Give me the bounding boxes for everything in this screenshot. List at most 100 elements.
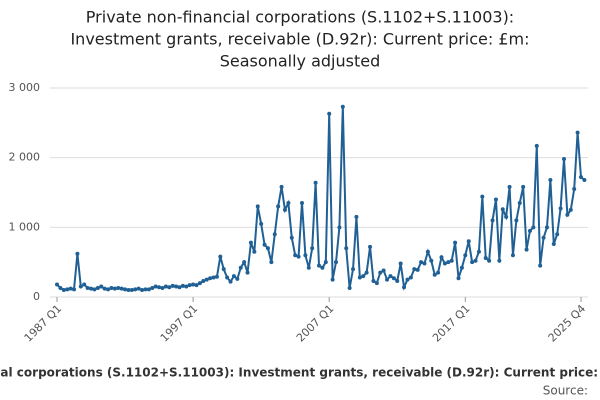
- point: [180, 283, 185, 288]
- point: [116, 285, 121, 290]
- point: [480, 194, 485, 199]
- point: [449, 258, 454, 263]
- point: [514, 218, 519, 223]
- point: [92, 287, 97, 292]
- x-tick-label: 2025 Q4: [546, 302, 589, 345]
- point: [493, 197, 498, 202]
- point: [374, 281, 379, 286]
- point: [89, 286, 94, 291]
- point: [446, 260, 451, 265]
- point: [337, 225, 342, 230]
- point: [572, 187, 577, 192]
- point: [65, 287, 70, 292]
- point: [391, 276, 396, 281]
- point: [106, 287, 111, 292]
- point: [395, 278, 400, 283]
- point: [351, 267, 356, 272]
- point: [381, 268, 386, 273]
- point: [510, 253, 515, 258]
- point: [442, 261, 447, 266]
- point: [317, 263, 321, 268]
- point: [517, 200, 522, 205]
- point: [561, 157, 566, 162]
- point: [422, 261, 427, 266]
- point: [544, 225, 549, 230]
- point: [330, 277, 335, 282]
- point: [378, 270, 383, 275]
- point: [412, 267, 417, 272]
- y-tick-label: 3 000: [9, 81, 41, 94]
- point: [269, 260, 274, 265]
- point: [163, 284, 168, 289]
- point: [470, 260, 475, 265]
- point: [252, 249, 257, 254]
- point: [364, 270, 369, 275]
- point: [85, 285, 90, 290]
- point: [582, 177, 587, 182]
- point: [228, 279, 233, 284]
- point: [388, 274, 393, 279]
- point: [150, 285, 155, 290]
- point: [238, 265, 243, 270]
- point: [558, 206, 563, 211]
- point: [521, 184, 526, 189]
- point: [439, 255, 444, 260]
- point: [368, 244, 373, 249]
- point: [286, 200, 291, 205]
- point: [357, 275, 362, 280]
- x-tick-label: 1987 Q1: [22, 302, 65, 345]
- point: [432, 272, 437, 277]
- point: [408, 275, 413, 280]
- point: [123, 287, 128, 292]
- line: [56, 106, 586, 292]
- point: [429, 258, 434, 263]
- point: [551, 242, 556, 247]
- point: [146, 287, 151, 292]
- point: [459, 265, 464, 270]
- point: [548, 177, 553, 182]
- point: [112, 286, 117, 291]
- point: [187, 283, 192, 288]
- point: [143, 287, 148, 292]
- point: [398, 261, 403, 266]
- point: [126, 288, 131, 293]
- point: [483, 255, 488, 260]
- point: [327, 111, 332, 116]
- point: [129, 288, 134, 293]
- point: [109, 285, 114, 290]
- point: [99, 284, 104, 289]
- point: [289, 235, 294, 240]
- point: [541, 235, 546, 240]
- point: [361, 274, 366, 279]
- point: [279, 184, 284, 189]
- point: [78, 284, 83, 289]
- point: [95, 285, 100, 290]
- point: [248, 240, 253, 245]
- point: [531, 225, 536, 230]
- point: [211, 275, 216, 280]
- point: [170, 283, 175, 288]
- point: [272, 232, 277, 237]
- legend-label: Private non-financial corporations (S.11…: [0, 366, 600, 380]
- point: [497, 258, 502, 263]
- point: [425, 249, 430, 254]
- point: [487, 258, 492, 263]
- point: [61, 288, 66, 293]
- source: Source:: [543, 384, 588, 398]
- point: [157, 285, 162, 290]
- point: [500, 207, 505, 212]
- point: [133, 287, 138, 292]
- point: [402, 285, 407, 290]
- point: [204, 277, 209, 282]
- point: [534, 143, 539, 148]
- point: [323, 260, 328, 265]
- point: [167, 285, 172, 290]
- point: [476, 249, 481, 254]
- point: [218, 254, 223, 259]
- point: [415, 267, 420, 272]
- point: [504, 214, 509, 219]
- point: [58, 285, 63, 290]
- point: [575, 130, 580, 135]
- point: [242, 260, 247, 265]
